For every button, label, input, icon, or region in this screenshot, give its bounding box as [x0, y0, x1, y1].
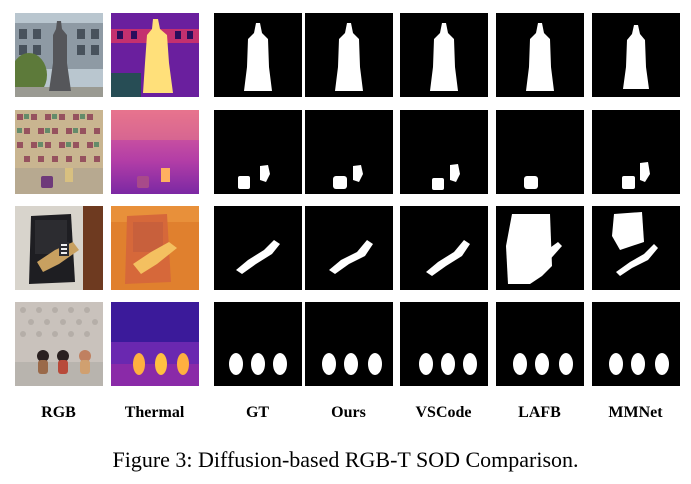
figure-caption: Figure 3: Diffusion-based RGB-T SOD Comp… — [112, 447, 579, 472]
lafb-chair-mask — [496, 206, 584, 290]
thermal-cups-image — [111, 110, 199, 194]
lafb-figurines-mask — [496, 302, 584, 386]
mmnet-cups-mask — [592, 110, 680, 194]
rgb-statue-image — [15, 13, 103, 97]
vscode-statue-mask — [400, 13, 488, 97]
thermal-statue-image — [111, 13, 199, 97]
column-label-mmnet: MMNet — [608, 404, 663, 421]
gt-statue-mask — [214, 13, 302, 97]
ours-statue-mask — [305, 13, 393, 97]
vscode-cups-mask — [400, 110, 488, 194]
vscode-figurines-mask — [400, 302, 488, 386]
gt-figurines-mask — [214, 302, 302, 386]
rgb-cups-image — [15, 110, 103, 194]
ours-figurines-mask — [305, 302, 393, 386]
ours-cups-mask — [305, 110, 393, 194]
column-label-lafb: LAFB — [518, 404, 561, 421]
mmnet-figurines-mask — [592, 302, 680, 386]
thermal-chair-image — [111, 206, 199, 290]
mmnet-chair-mask — [592, 206, 680, 290]
vscode-chair-mask — [400, 206, 488, 290]
column-label-rgb: RGB — [41, 404, 76, 421]
lafb-statue-mask — [496, 13, 584, 97]
lafb-cups-mask — [496, 110, 584, 194]
column-label-thermal: Thermal — [124, 404, 185, 421]
column-label-gt: GT — [245, 404, 270, 421]
thermal-figurines-image — [111, 302, 199, 386]
column-label-vscode: VSCode — [415, 404, 472, 421]
gt-chair-mask — [214, 206, 302, 290]
column-label-ours: Ours — [331, 404, 366, 421]
mmnet-statue-mask — [592, 13, 680, 97]
rgb-chair-image — [15, 206, 103, 290]
gt-cups-mask — [214, 110, 302, 194]
rgb-figurines-image — [15, 302, 103, 386]
ours-chair-mask — [305, 206, 393, 290]
